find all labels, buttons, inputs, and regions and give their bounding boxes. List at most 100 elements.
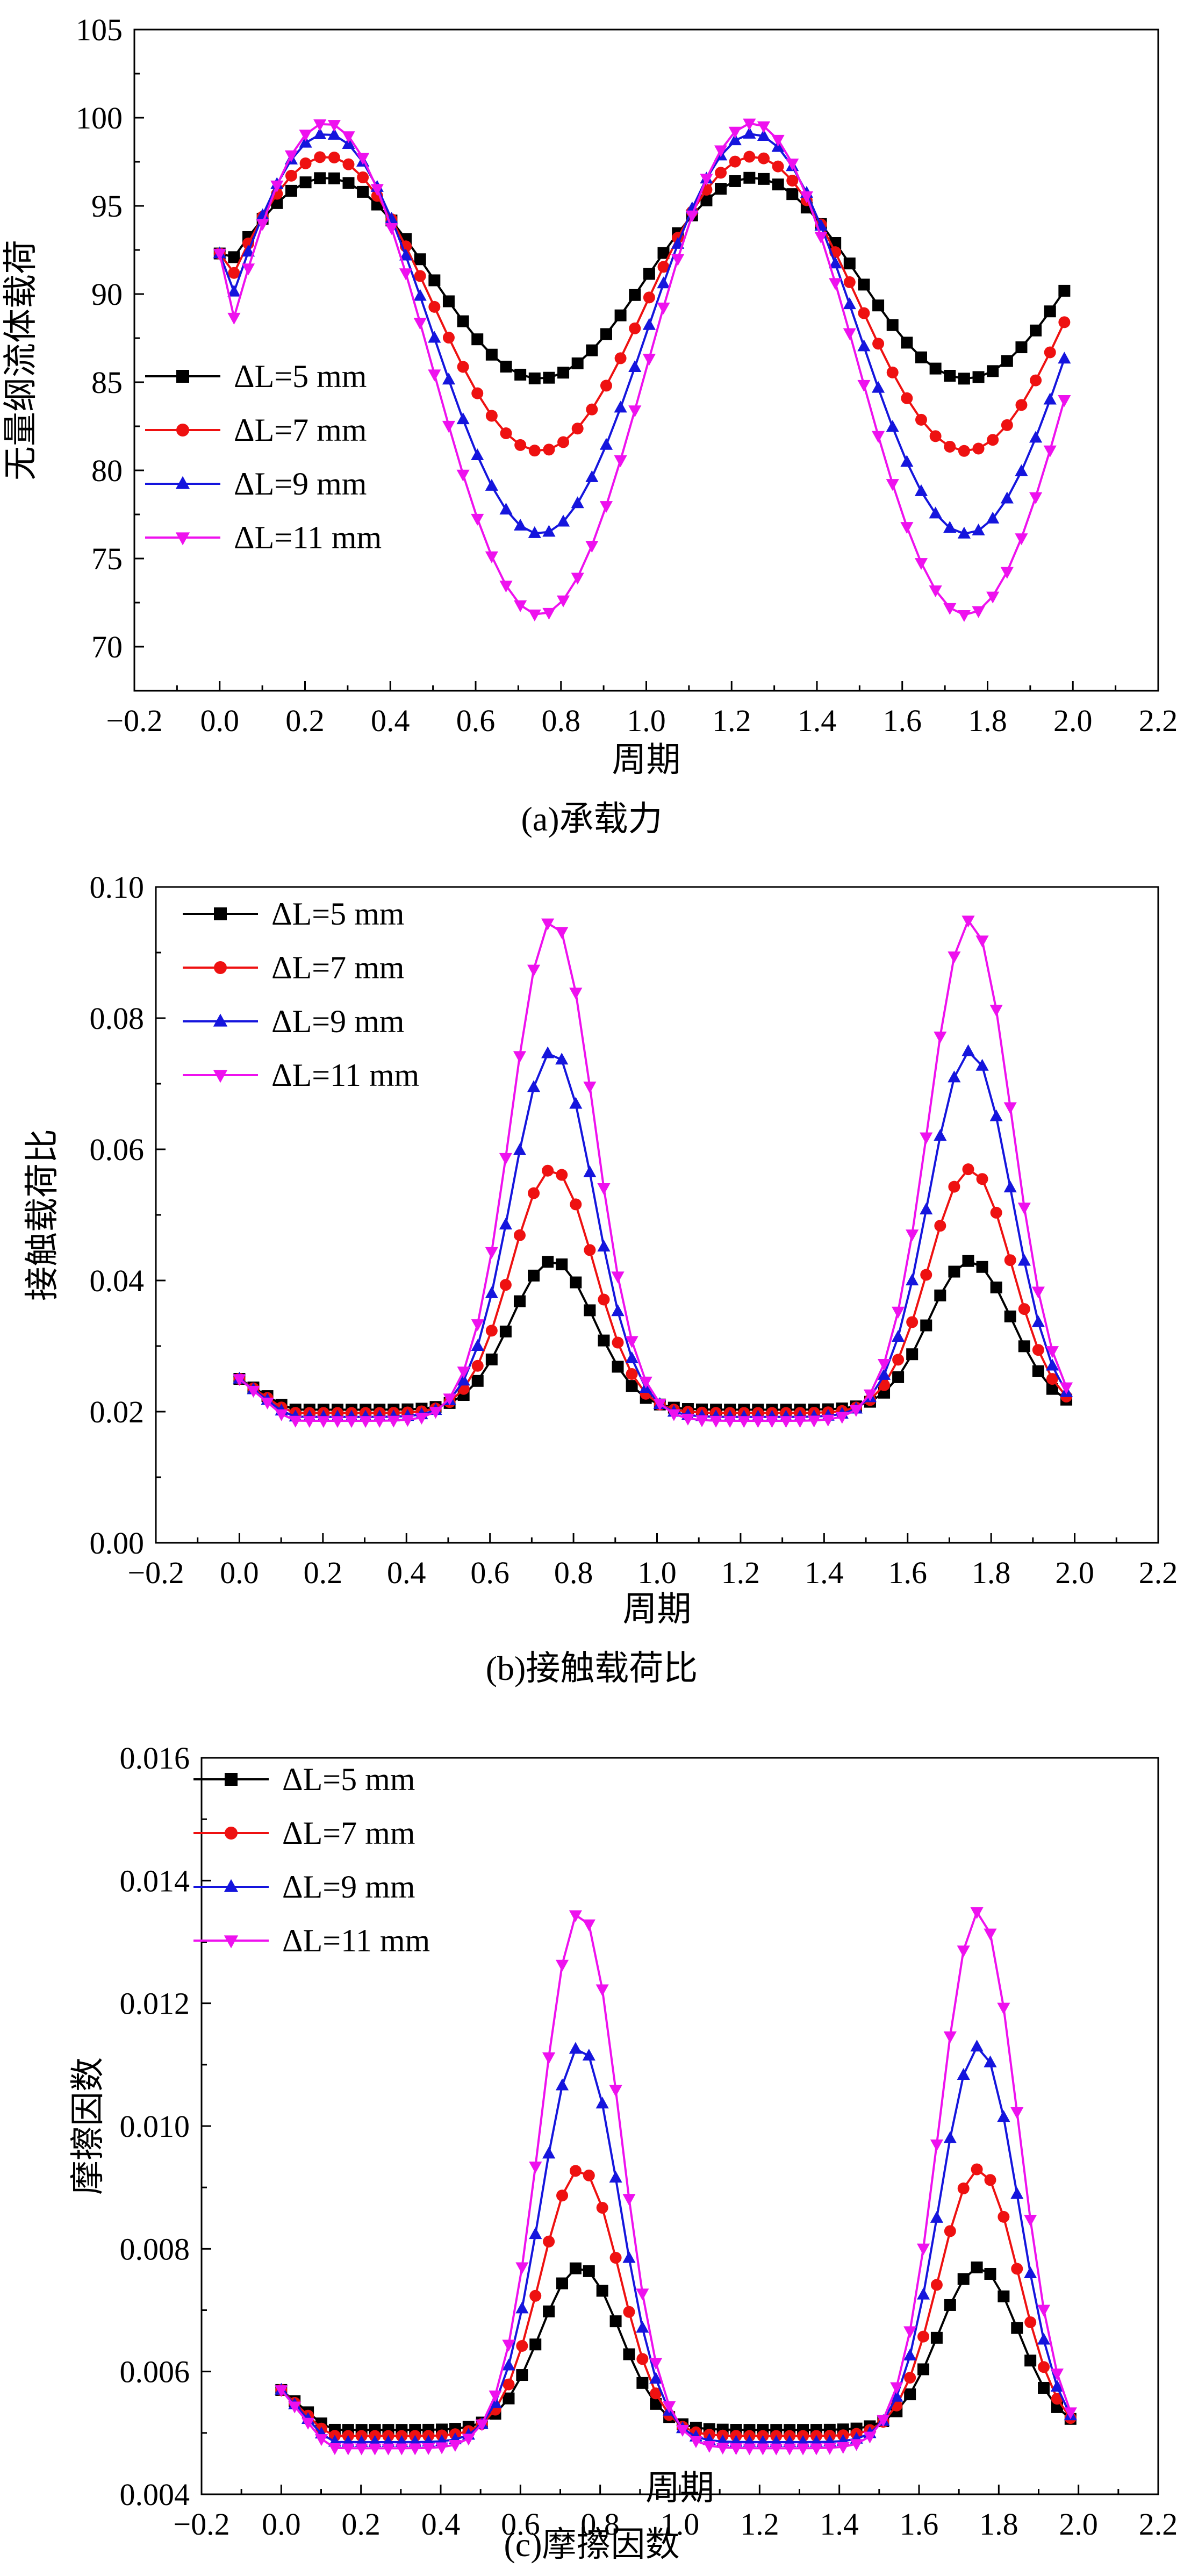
series-2	[213, 126, 1071, 539]
series-line	[239, 1260, 1067, 1411]
data-point	[542, 1256, 554, 1268]
y-tick-label: 0.016	[120, 1741, 190, 1776]
data-point	[585, 470, 599, 482]
y-tick-label: 90	[91, 277, 123, 312]
data-point	[649, 2358, 663, 2370]
data-point	[317, 1416, 330, 1428]
data-point	[557, 436, 570, 448]
data-point	[1004, 1254, 1016, 1266]
x-tick-label: 2.2	[1139, 1555, 1178, 1590]
data-point	[414, 253, 426, 266]
data-point	[583, 2169, 595, 2181]
data-point	[408, 2443, 422, 2456]
data-point	[357, 185, 369, 198]
y-tick-label: 0.08	[90, 1001, 145, 1036]
data-point	[569, 1910, 583, 1922]
data-point	[986, 511, 1000, 524]
data-point	[571, 423, 584, 435]
data-point	[728, 133, 742, 146]
data-point	[929, 585, 942, 598]
data-point	[270, 180, 284, 192]
data-point	[514, 439, 527, 451]
legend-marker	[214, 907, 227, 920]
data-point	[583, 2265, 595, 2277]
data-point	[930, 2331, 943, 2344]
legend-label: ΔL=9 mm	[271, 1004, 404, 1039]
data-point	[529, 2162, 542, 2174]
data-point	[462, 2434, 475, 2446]
data-point	[556, 595, 570, 607]
data-point	[528, 445, 541, 457]
data-point	[934, 1031, 947, 1043]
data-point	[442, 373, 456, 385]
data-point	[716, 2443, 729, 2455]
data-point	[900, 455, 914, 467]
data-point	[997, 2110, 1010, 2122]
y-tick-label: 105	[76, 12, 123, 47]
data-point	[569, 2262, 582, 2274]
data-point	[528, 1187, 540, 1199]
data-point	[582, 1919, 595, 1931]
data-point	[962, 1255, 974, 1267]
data-point	[863, 1389, 877, 1401]
data-point	[814, 232, 828, 244]
data-point	[485, 478, 498, 491]
data-point	[930, 2139, 944, 2152]
data-point	[757, 173, 770, 185]
series-line	[280, 1909, 1072, 2450]
data-point	[723, 1416, 737, 1428]
data-point	[743, 171, 756, 184]
x-tick-label: 0.0	[200, 703, 240, 738]
data-point	[499, 1279, 512, 1291]
data-point	[313, 119, 327, 132]
data-point	[757, 152, 770, 164]
data-point	[890, 2382, 903, 2394]
series-3	[213, 118, 1071, 622]
data-point	[233, 1374, 246, 1386]
data-point	[729, 155, 741, 168]
data-point	[600, 380, 612, 392]
data-point	[471, 513, 484, 526]
data-point	[771, 134, 785, 147]
data-point	[555, 1053, 569, 1065]
data-point	[314, 172, 326, 184]
data-point	[595, 2096, 609, 2109]
series-1	[233, 1163, 1073, 1419]
data-point	[569, 2042, 583, 2054]
data-point	[341, 2443, 355, 2456]
legend: ΔL=5 mm ΔL=7 mm ΔL=9 mm ΔL=11 mm	[183, 896, 419, 1093]
chart-panel-c: −0.2 0.0 0.2 0.4 0.6 0.8 1.0 1.2 1.4 1.6 1.8 2.0 2.2…	[69, 1741, 1178, 2564]
x-tick-label: 0.4	[421, 2507, 461, 2542]
data-point	[1000, 491, 1014, 504]
data-point	[422, 2443, 435, 2455]
data-point	[843, 276, 856, 288]
data-point	[823, 2443, 836, 2455]
data-point	[970, 1907, 984, 1919]
x-tick-label: 1.0	[661, 2507, 700, 2542]
legend-marker	[224, 1935, 239, 1949]
data-point	[1038, 2381, 1050, 2394]
data-point	[543, 443, 555, 456]
data-point	[877, 1368, 891, 1380]
data-point	[914, 484, 928, 496]
data-point	[328, 172, 340, 184]
data-point	[557, 367, 570, 379]
data-point	[227, 312, 241, 325]
data-point	[595, 1984, 609, 1997]
data-point	[442, 420, 456, 433]
data-point	[1031, 1315, 1045, 1327]
data-point	[751, 1416, 765, 1428]
y-tick-label: 0.10	[90, 870, 145, 905]
data-point	[499, 1218, 513, 1230]
legend-label: ΔL=5 mm	[271, 896, 404, 932]
data-point	[342, 131, 355, 144]
data-point	[485, 1325, 498, 1337]
x-tick-label: 1.2	[712, 703, 751, 738]
data-point	[957, 1945, 970, 1958]
data-point	[786, 158, 799, 170]
data-point	[626, 1380, 638, 1392]
data-point	[676, 2425, 690, 2437]
data-point	[395, 2443, 408, 2456]
data-point	[442, 332, 455, 344]
x-tick-label: 0.0	[262, 2507, 301, 2542]
